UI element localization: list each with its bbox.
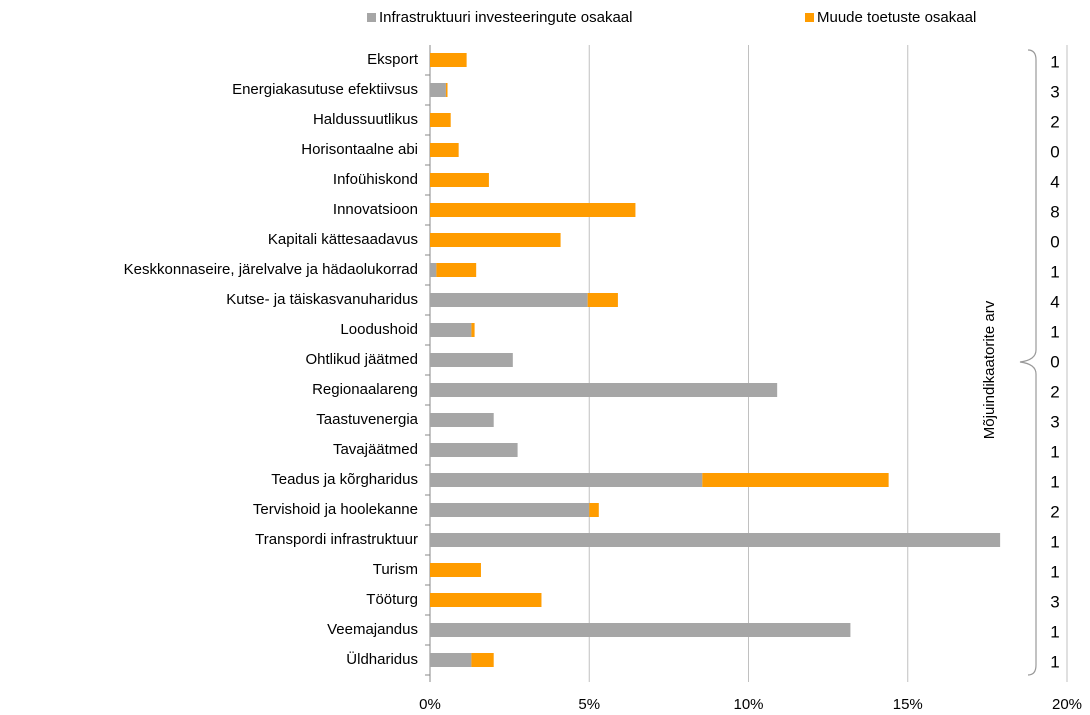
side-value: 1 [1050, 52, 1059, 71]
bar [430, 653, 472, 667]
bar [430, 143, 459, 157]
brace [1019, 49, 1037, 676]
x-tick-label: 15% [893, 696, 923, 713]
side-value: 1 [1050, 442, 1059, 461]
bar [430, 203, 636, 217]
side-value: 1 [1050, 622, 1059, 641]
side-value: 1 [1050, 562, 1059, 581]
bar [430, 383, 778, 397]
side-value: 3 [1050, 592, 1059, 611]
side-value: 1 [1050, 652, 1059, 671]
bar [430, 473, 703, 487]
legend-label: Infrastruktuuri investeeringute osakaal [379, 9, 632, 26]
bar [430, 83, 446, 97]
y-tick-label: Horisontaalne abi [301, 141, 418, 158]
bar [430, 413, 494, 427]
bar [430, 263, 437, 277]
x-tick-label: 10% [733, 696, 763, 713]
y-tick-label: Tavajäätmed [333, 441, 418, 458]
y-tick-label: Eksport [367, 51, 419, 68]
bar [430, 623, 851, 637]
bar [702, 473, 889, 487]
y-tick-label: Tööturg [366, 591, 418, 608]
bar [430, 323, 472, 337]
legend-swatch [805, 13, 814, 22]
x-tick-label: 0% [419, 696, 441, 713]
bar [445, 83, 448, 97]
legend-swatch [367, 13, 376, 22]
y-tick-label: Energiakasutuse efektiivsus [232, 81, 418, 98]
bar [430, 113, 451, 127]
bar [430, 503, 590, 517]
side-label: Mõjuindikaatorite arv [981, 300, 998, 439]
bar [430, 233, 561, 247]
side-value: 0 [1050, 142, 1059, 161]
y-tick-label: Turism [373, 561, 418, 578]
y-tick-label: Keskkonnaseire, järelvalve ja hädaolukor… [124, 261, 418, 278]
side-value: 1 [1050, 532, 1059, 551]
y-tick-label: Innovatsioon [333, 201, 418, 218]
bar [471, 323, 475, 337]
y-tick-label: Kapitali kättesaadavus [268, 231, 418, 248]
bar [430, 173, 489, 187]
y-tick-label: Transpordi infrastruktuur [255, 531, 418, 548]
y-tick-label: Loodushoid [340, 321, 418, 338]
bar [430, 293, 588, 307]
side-value: 2 [1050, 382, 1059, 401]
y-tick-label: Veemajandus [327, 621, 418, 638]
y-tick-label: Haldussuutlikus [313, 111, 418, 128]
bar [430, 443, 518, 457]
y-tick-label: Tervishoid ja hoolekanne [253, 501, 418, 518]
bar [589, 503, 599, 517]
side-value: 2 [1050, 112, 1059, 131]
side-value: 0 [1050, 352, 1059, 371]
side-value: 1 [1050, 322, 1059, 341]
side-value: 1 [1050, 472, 1059, 491]
x-tick-label: 5% [578, 696, 600, 713]
y-tick-label: Ohtlikud jäätmed [305, 351, 418, 368]
bar [430, 353, 513, 367]
x-tick-label: 20% [1052, 696, 1082, 713]
y-tick-label: Taastuvenergia [316, 411, 418, 428]
side-value: 0 [1050, 232, 1059, 251]
bar [430, 563, 481, 577]
bar [430, 533, 1001, 547]
side-value: 3 [1050, 412, 1059, 431]
side-value: 8 [1050, 202, 1059, 221]
side-value: 2 [1050, 502, 1059, 521]
y-tick-label: Infoühiskond [333, 171, 418, 188]
y-tick-label: Regionaalareng [312, 381, 418, 398]
bar [471, 653, 494, 667]
bar [587, 293, 618, 307]
side-value: 1 [1050, 262, 1059, 281]
side-value: 3 [1050, 82, 1059, 101]
y-tick-label: Teadus ja kõrgharidus [271, 471, 418, 488]
bar [430, 53, 467, 67]
side-value: 4 [1050, 172, 1059, 191]
legend-label: Muude toetuste osakaal [817, 9, 976, 26]
y-tick-label: Üldharidus [346, 650, 418, 668]
bar [430, 593, 542, 607]
side-value: 4 [1050, 292, 1059, 311]
y-tick-label: Kutse- ja täiskasvanuharidus [226, 291, 418, 308]
bar [436, 263, 477, 277]
